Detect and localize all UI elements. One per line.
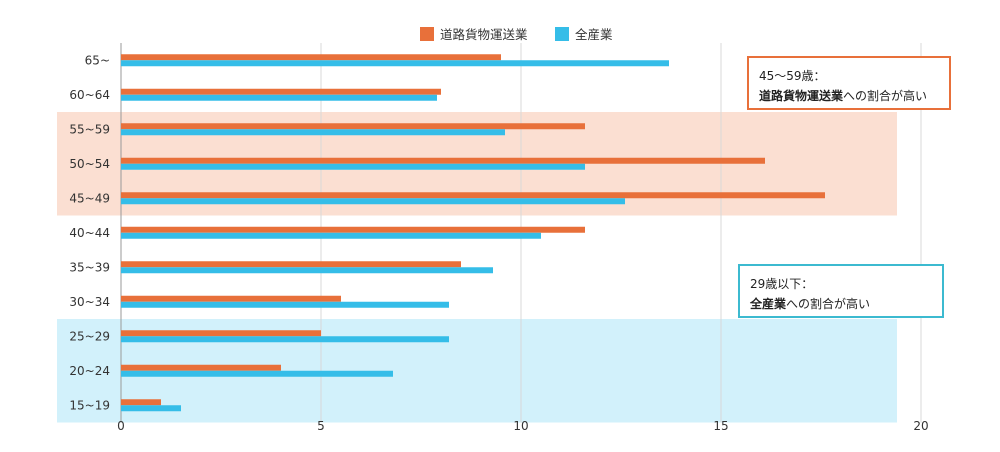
bar-road-freight [121, 192, 825, 199]
bar-all-industries [121, 94, 437, 101]
bar-all-industries [121, 232, 541, 239]
bar-road-freight [121, 399, 161, 406]
annotation-45-59-text: 道路貨物運送業への割合が高い [759, 86, 939, 106]
y-tick-label: 65~ [85, 53, 110, 67]
bar-all-industries [121, 405, 181, 412]
annotation-45-59: 45〜59歳： 道路貨物運送業への割合が高い [747, 56, 951, 110]
x-tick-label: 5 [317, 419, 325, 433]
annotation-under-29-text: 全産業への割合が高い [750, 294, 932, 314]
annotation-45-59-bold: 道路貨物運送業 [759, 89, 844, 103]
bar-road-freight [121, 261, 461, 268]
annotation-under-29-title: 29歳以下： [750, 277, 814, 291]
bar-road-freight [121, 54, 501, 61]
bar-road-freight [121, 295, 341, 302]
annotation-45-59-rest: への割合が高い [843, 89, 928, 103]
bar-all-industries [121, 301, 449, 308]
y-tick-label: 55~59 [69, 122, 110, 136]
y-axis-labels: 65~ 60~64 55~59 50~54 45~49 40~44 35~39 30~34 25… [69, 53, 110, 412]
x-tick-label: 20 [913, 419, 928, 433]
y-tick-label: 15~19 [69, 398, 110, 412]
y-tick-label: 20~24 [69, 364, 110, 378]
legend-label: 道路貨物運送業 [440, 27, 528, 42]
annotation-under-29-bold: 全産業 [750, 297, 787, 311]
bars [121, 54, 825, 412]
bar-road-freight [121, 330, 321, 337]
annotation-under-29: 29歳以下： 全産業への割合が高い [738, 264, 944, 318]
bar-all-industries [121, 267, 493, 274]
bar-all-industries [121, 60, 669, 67]
x-axis-labels: 0 5 10 15 20 [117, 419, 928, 433]
bar-road-freight [121, 226, 585, 233]
legend-swatch [555, 27, 569, 41]
legend-label: 全産業 [575, 27, 613, 42]
y-tick-label: 35~39 [69, 260, 110, 274]
bar-all-industries [121, 336, 449, 343]
y-tick-label: 45~49 [69, 191, 110, 205]
bar-road-freight [121, 157, 765, 164]
y-tick-label: 40~44 [69, 226, 110, 240]
y-tick-label: 60~64 [69, 88, 110, 102]
bar-all-industries [121, 163, 585, 170]
bar-road-freight [121, 123, 585, 130]
bar-road-freight [121, 364, 281, 371]
y-tick-label: 50~54 [69, 157, 110, 171]
x-tick-label: 0 [117, 419, 125, 433]
bar-road-freight [121, 88, 441, 95]
legend-swatch [420, 27, 434, 41]
bar-all-industries [121, 129, 505, 136]
annotation-45-59-title: 45〜59歳： [759, 69, 826, 83]
x-tick-label: 15 [713, 419, 728, 433]
bar-all-industries [121, 198, 625, 205]
bar-all-industries [121, 370, 393, 377]
y-tick-label: 25~29 [69, 329, 110, 343]
x-tick-label: 10 [513, 419, 528, 433]
annotation-under-29-rest: への割合が高い [786, 297, 871, 311]
legend: 道路貨物運送業 全産業 [420, 27, 613, 42]
y-tick-label: 30~34 [69, 295, 110, 309]
